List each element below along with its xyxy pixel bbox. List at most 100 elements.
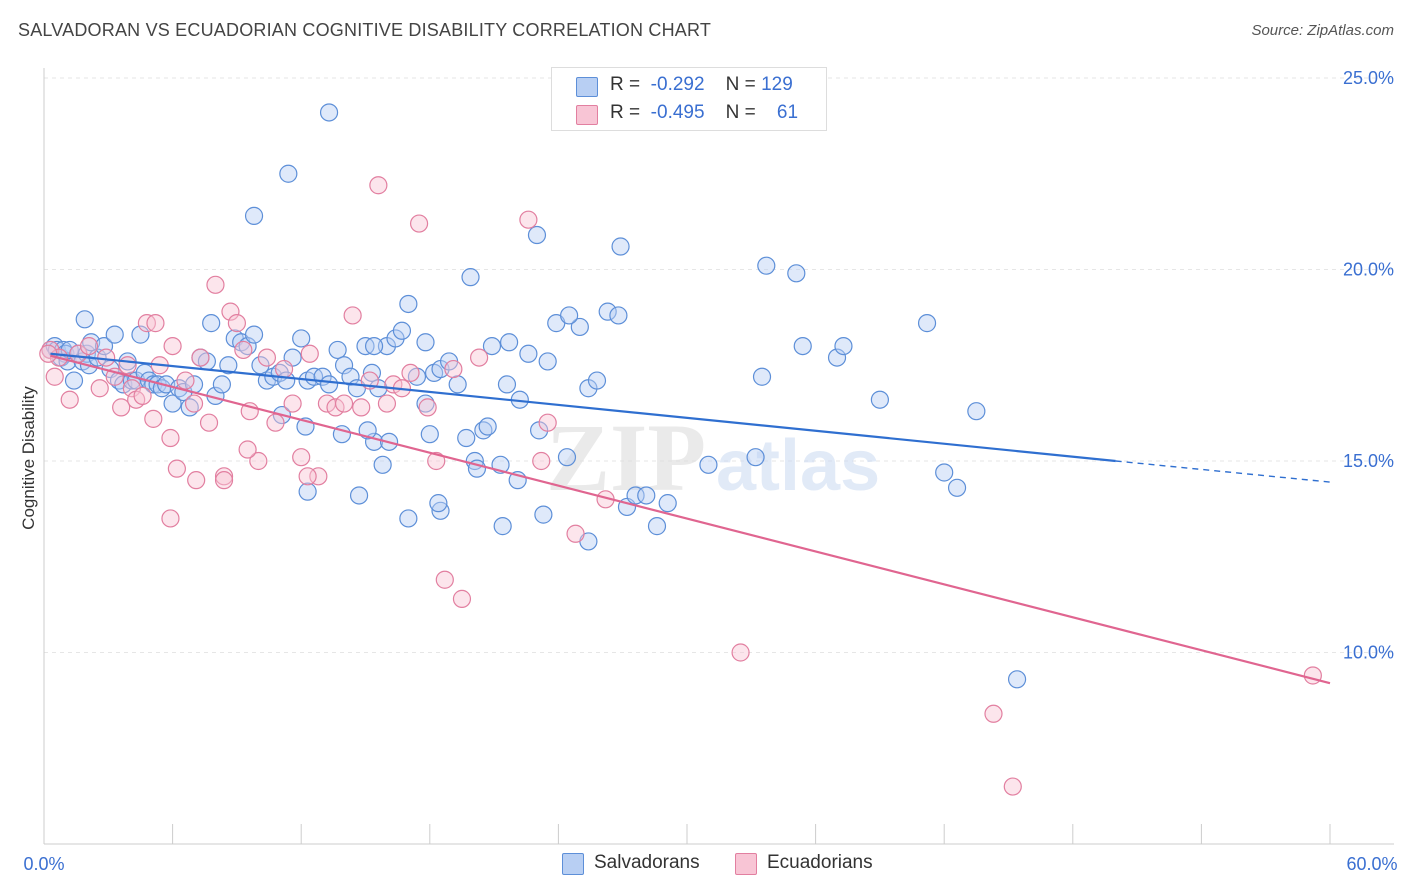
salvadoran-trend-line <box>50 352 1116 463</box>
salvadoran-point <box>557 448 577 467</box>
ecuadorian-point <box>469 348 489 367</box>
salvadoran-point <box>219 356 238 375</box>
salvadoran-point <box>870 390 890 409</box>
salvadoran-point <box>244 206 264 225</box>
axis-labels: 10.0% 15.0% 20.0% 25.0% 0.0% 60.0% Cognitive D… <box>19 68 1398 874</box>
salvadoran-point <box>105 325 124 344</box>
salvadoran-point <box>699 455 718 474</box>
ecuadorian-point <box>435 570 454 589</box>
salvadoran-point <box>827 348 847 367</box>
salvadoran-point <box>341 367 360 386</box>
data-points <box>39 103 1322 796</box>
y-tick-label: 20.0% <box>1343 260 1394 280</box>
salvadoran-point <box>461 268 480 287</box>
r-label: R = <box>610 102 641 123</box>
salvadoran-point <box>746 448 765 467</box>
salvadoran-point <box>519 344 538 363</box>
stats-legend: R = -0.292 N = 129 R = -0.495 N = 61 <box>551 67 827 131</box>
salvadoran-point <box>319 375 339 394</box>
legend-swatch-blue <box>562 853 584 875</box>
ecuadorian-point <box>144 409 163 428</box>
salvadoran-point <box>457 428 476 448</box>
ecuadorian-point <box>161 509 180 528</box>
salvadoran-point <box>637 486 656 505</box>
ecuadorian-point <box>112 398 131 417</box>
salvadoran-point <box>358 421 377 440</box>
ecuadorian-point <box>187 471 206 490</box>
watermark: ZIP atlas <box>546 404 880 511</box>
salvadoran-point <box>500 333 519 352</box>
legend-label-ecuadorians: Ecuadorians <box>767 852 873 873</box>
ecuadorian-point <box>133 386 152 405</box>
ecuadorian-point <box>352 398 371 417</box>
ecuadorian-point <box>532 451 551 471</box>
salvadoran-point <box>497 375 517 394</box>
salvadoran-point <box>493 517 512 536</box>
ecuadorian-point <box>118 356 137 375</box>
ecuadorian-point <box>266 413 285 432</box>
x-tick-label: 60.0% <box>1346 854 1397 874</box>
ecuadorian-point <box>199 413 219 432</box>
salvadoran-point <box>534 505 553 524</box>
ecuadorian-point <box>191 348 210 367</box>
salvadoran-point <box>1007 670 1027 689</box>
salvadoran-point <box>64 371 84 390</box>
ecuadorian-point <box>227 314 246 333</box>
salvadoran-point <box>448 375 467 394</box>
y-tick-label: 25.0% <box>1343 68 1394 88</box>
salvadoran-point <box>967 402 986 421</box>
ecuadorian-point <box>214 467 234 486</box>
salvadoran-point <box>328 340 347 360</box>
salvadoran-point <box>349 486 369 505</box>
n-label: N = <box>725 74 756 95</box>
ecuadorian-point <box>401 363 420 383</box>
salvadoran-point <box>834 337 853 356</box>
chart-title: SALVADORAN VS ECUADORIAN COGNITIVE DISAB… <box>18 20 712 40</box>
ecuadorian-point <box>519 210 538 229</box>
ecuadorian-point <box>309 467 328 486</box>
salvadoran-trend-extension <box>1115 460 1331 483</box>
ecuadorian-trend-line <box>50 354 1331 685</box>
ecuadorian-point <box>221 302 240 321</box>
salvadoran-point <box>429 494 448 513</box>
salvadoran-point <box>75 310 94 329</box>
ecuadorian-point <box>167 459 186 478</box>
salvadoran-point <box>538 352 557 371</box>
salvadoran-point <box>611 237 630 256</box>
salvadoran-point <box>609 306 628 325</box>
legend-swatch-blue <box>576 77 598 97</box>
salvadoran-point <box>202 314 221 333</box>
legend-swatch-pink <box>735 853 757 875</box>
ecuadorian-point <box>1303 666 1322 685</box>
salvadoran-point <box>131 325 150 344</box>
legend-stats-salvadorans: R = -0.292 N = 129 <box>610 74 793 96</box>
salvadoran-point <box>279 164 298 183</box>
ecuadorian-point <box>257 348 277 367</box>
ecuadorian-point <box>79 337 99 356</box>
grid-lines <box>44 77 1394 653</box>
salvadoran-point <box>319 103 339 122</box>
y-tick-label: 15.0% <box>1343 451 1394 471</box>
ecuadorian-point <box>326 398 345 417</box>
salvadoran-point <box>935 463 954 482</box>
ecuadorian-point <box>97 348 116 367</box>
ecuadorian-point <box>163 337 182 356</box>
ecuadorian-point <box>161 428 180 448</box>
salvadoran-point <box>298 482 317 501</box>
y-tick-label: 10.0% <box>1343 643 1394 663</box>
salvadoran-point <box>793 337 812 356</box>
ecuadorian-point <box>1003 777 1022 796</box>
salvadoran-point <box>787 264 806 283</box>
ecuadorian-point <box>427 451 446 471</box>
legend-label-salvadorans: Salvadorans <box>594 852 700 873</box>
salvadoran-point <box>392 321 412 340</box>
ecuadorian-point <box>444 359 463 379</box>
axes <box>43 68 1394 845</box>
salvadoran-point <box>752 367 772 386</box>
ecuadorian-point <box>234 340 253 360</box>
ecuadorian-point <box>300 344 319 363</box>
ecuadorian-point <box>274 359 294 379</box>
ecuadorian-point <box>369 176 388 195</box>
salvadoran-point <box>94 337 114 356</box>
legend-stats-ecuadorians: R = -0.495 N = 61 <box>610 102 798 124</box>
